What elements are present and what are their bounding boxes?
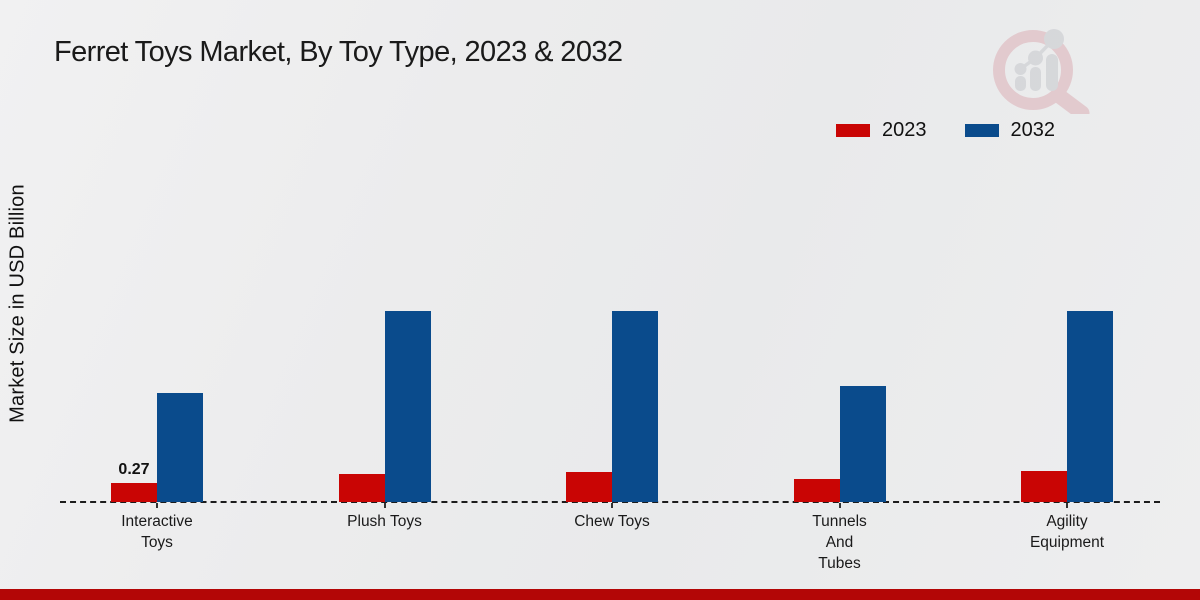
x-axis-tick-agility-equipment (1066, 503, 1068, 508)
category-label-tunnels-and-tubes: Tunnels And Tubes (812, 513, 867, 572)
x-axis-tick-chew-toys (611, 503, 613, 508)
category-label-chew-toys: Chew Toys (574, 513, 650, 530)
bar-2032-agility-equipment (1067, 311, 1113, 502)
bar-2032-plush-toys (384, 311, 431, 502)
bar-2023-chew-toys (566, 471, 612, 502)
legend-item-2032: 2032 (964, 119, 1056, 142)
legend-label-2032: 2032 (1010, 119, 1056, 141)
bar-2023-agility-equipment (1021, 471, 1067, 502)
bar-2032-tunnels-and-tubes (839, 385, 886, 502)
magnifier-handle-icon (1050, 87, 1090, 114)
footer-red-band (0, 589, 1200, 600)
legend: 2023 2032 (836, 119, 1055, 142)
category-label-agility-equipment: Agility Equipment (1029, 513, 1105, 551)
legend-label-2023: 2023 (882, 119, 927, 141)
bar-growth-icon (1014, 29, 1064, 91)
logo-watermark (993, 29, 1090, 114)
bar-2023-interactive-toys (111, 482, 157, 502)
bar-2023-plush-toys (338, 473, 385, 502)
legend-swatch-2023 (836, 124, 870, 137)
x-axis-tick-interactive-toys (156, 503, 158, 508)
bar-2032-interactive-toys (157, 392, 203, 502)
x-axis-tick-plush-toys (383, 503, 386, 508)
legend-item-2023: 2023 (836, 119, 927, 142)
magnifier-ring-icon (993, 30, 1073, 110)
legend-swatch-2032 (964, 124, 999, 137)
x-axis-baseline (60, 501, 1160, 503)
x-axis-tick-tunnels-and-tubes (838, 503, 841, 508)
chart-title: Ferret Toys Market, By Toy Type, 2023 & … (54, 36, 623, 68)
category-label-interactive-toys: Interactive Toys (121, 513, 193, 551)
y-axis-label: Market Size in USD Billion (6, 184, 29, 423)
bar-2023-tunnels-and-tubes (793, 478, 840, 502)
bar-2032-chew-toys (612, 311, 658, 502)
bar-value-label-2023-interactive-toys: 0.27 (118, 460, 150, 478)
category-label-plush-toys: Plush Toys (347, 513, 422, 530)
